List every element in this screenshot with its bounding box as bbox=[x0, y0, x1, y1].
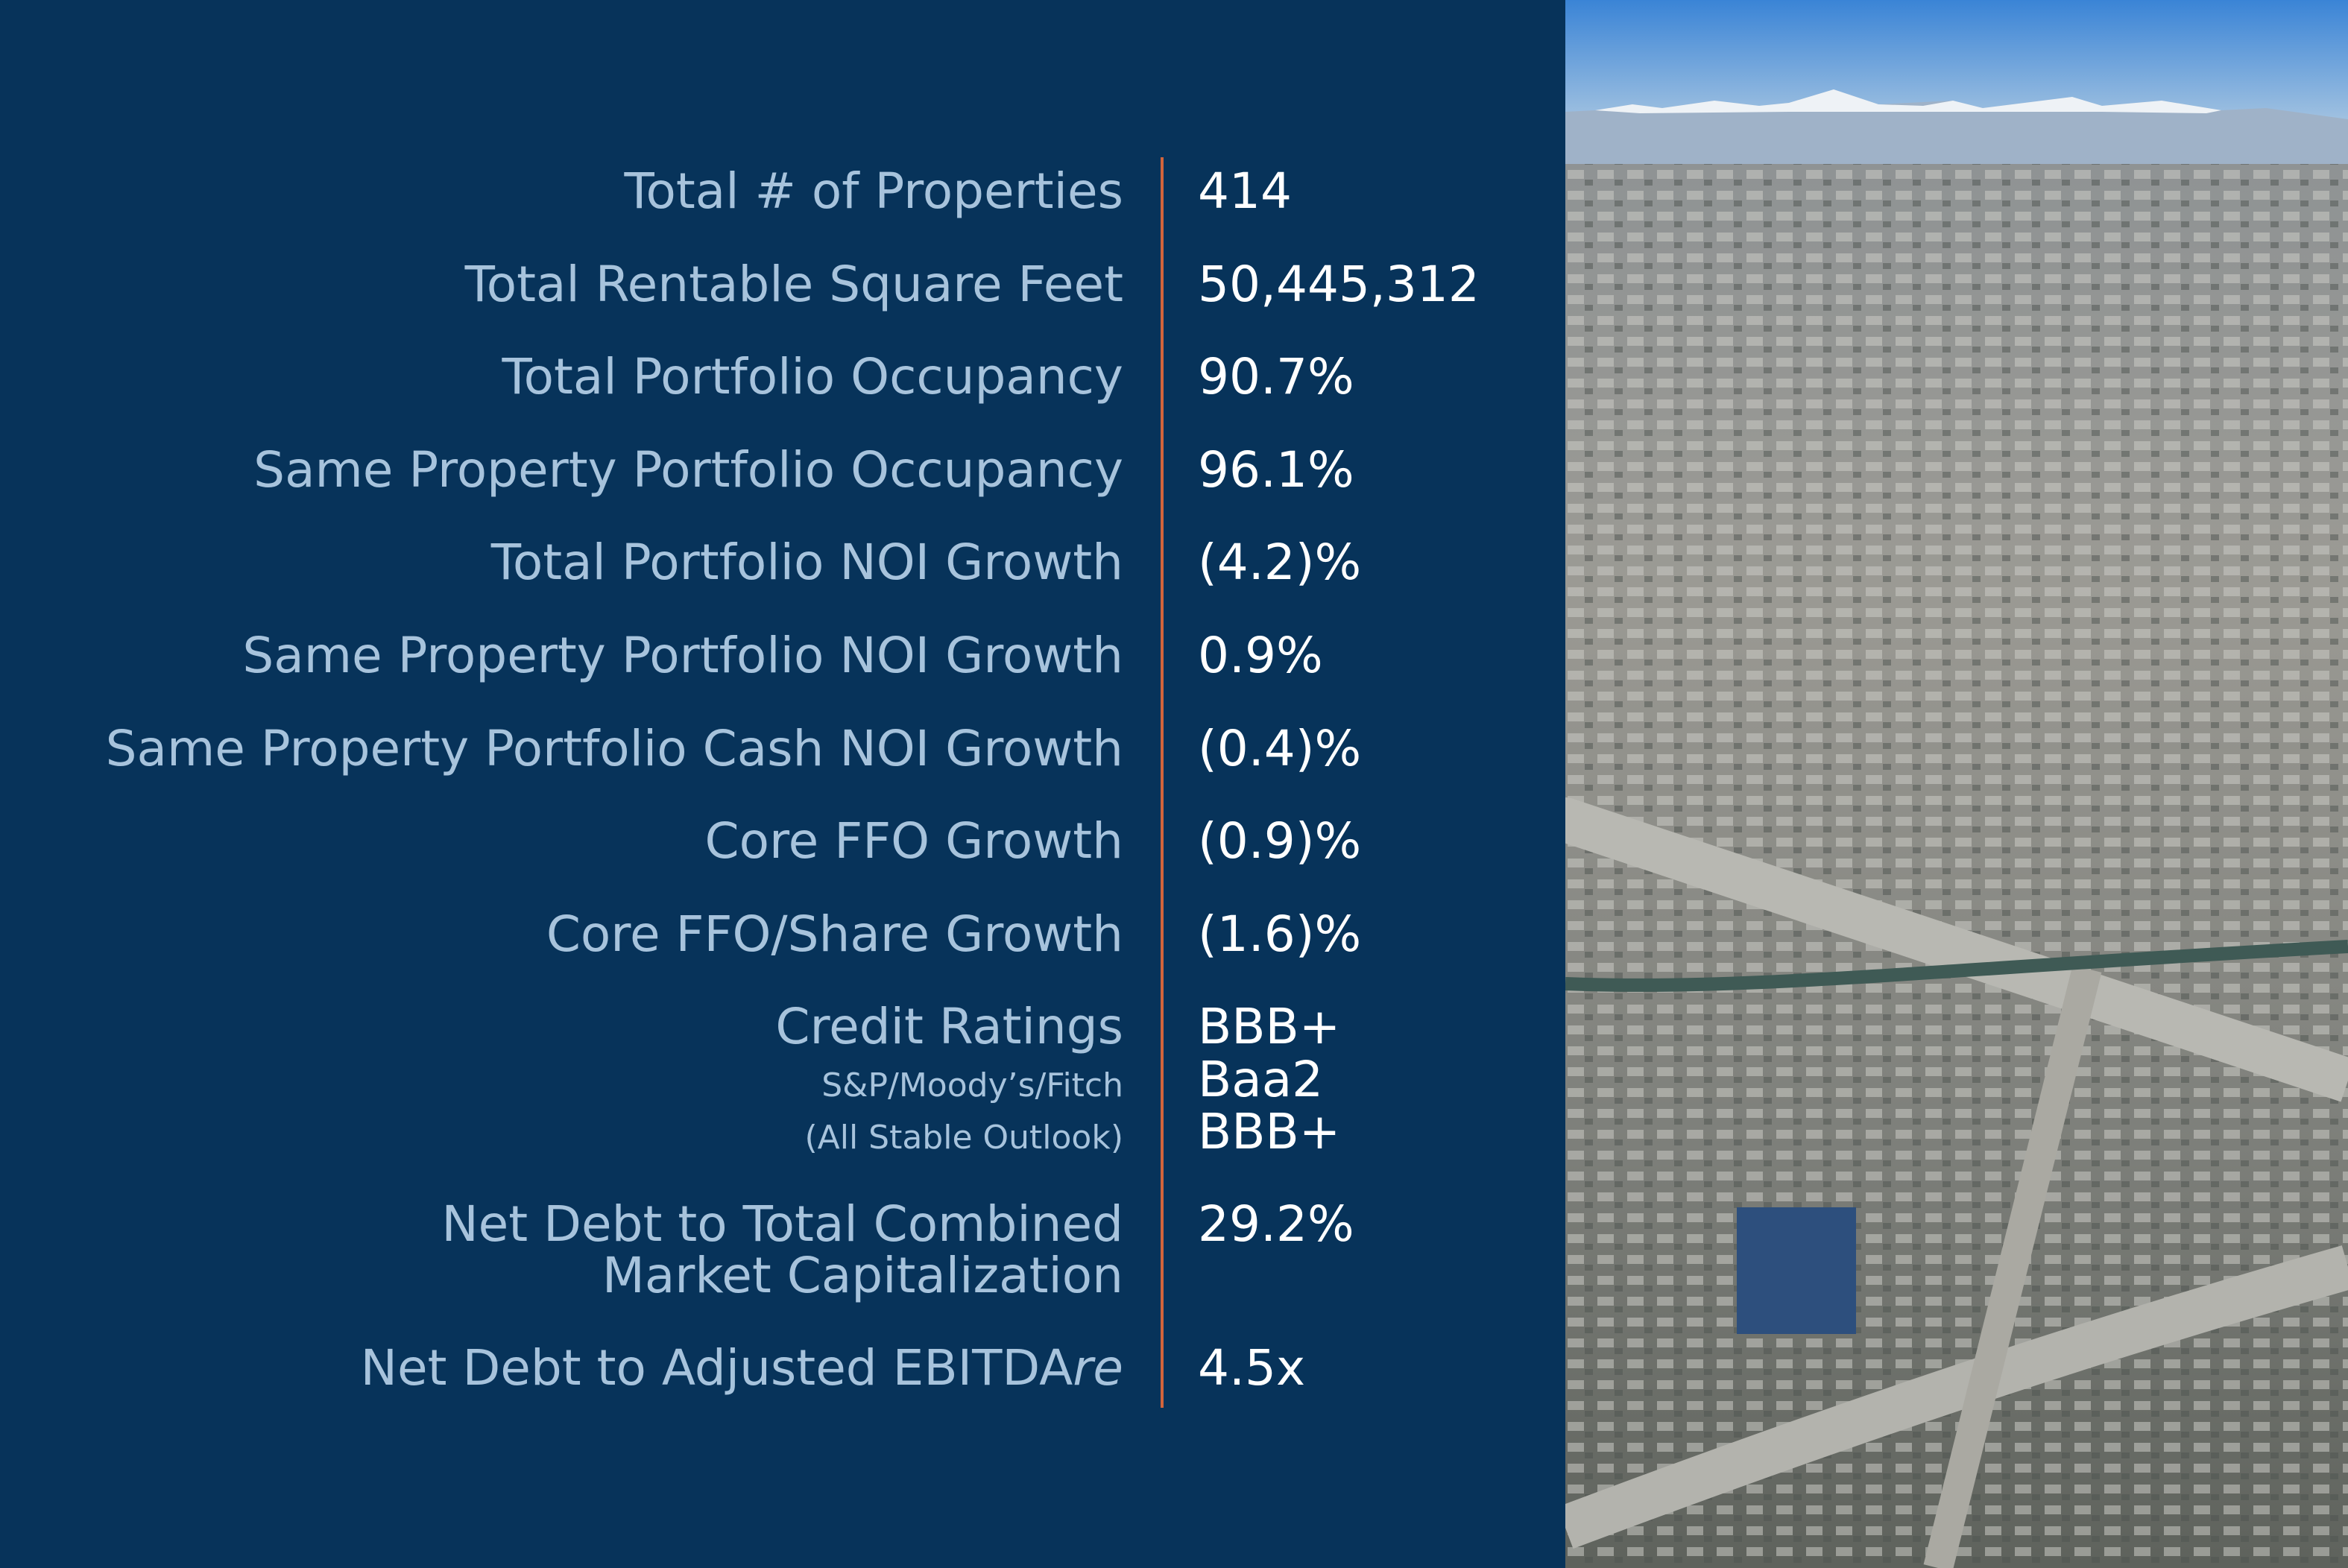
metric-note: (All Stable Outlook) bbox=[804, 1119, 1123, 1157]
metric-label: Net Debt to Total Combined bbox=[441, 1195, 1123, 1253]
office-tower bbox=[1737, 1207, 1856, 1334]
metric-value: 50,445,312 bbox=[1198, 255, 1480, 313]
metric-value: Baa2 bbox=[1198, 1051, 1324, 1108]
divider bbox=[1161, 157, 1164, 1408]
metric-value: 4.5x bbox=[1198, 1339, 1306, 1397]
metric-label: Total # of Properties bbox=[624, 162, 1123, 220]
metric-value: 96.1% bbox=[1198, 440, 1354, 499]
freeway bbox=[1565, 798, 2348, 1102]
metric-label: Total Portfolio Occupancy bbox=[502, 348, 1123, 406]
metric-label: Market Capitalization bbox=[602, 1247, 1123, 1304]
aerial-photo bbox=[1565, 0, 2348, 1568]
metric-label: Core FFO/Share Growth bbox=[546, 905, 1123, 963]
metric-label: Credit Ratings bbox=[775, 998, 1123, 1055]
metric-label: Total Rentable Square Feet bbox=[464, 255, 1123, 313]
metric-value: BBB+ bbox=[1198, 1103, 1341, 1160]
metric-label: Net Debt to Adjusted EBITDAre bbox=[361, 1344, 1123, 1393]
metric-value: (0.4)% bbox=[1198, 719, 1362, 777]
road bbox=[1923, 965, 2102, 1568]
metric-value: (4.2)% bbox=[1198, 534, 1362, 592]
metric-note: S&P/Moody’s/Fitch bbox=[821, 1066, 1123, 1104]
metric-value: (0.9)% bbox=[1198, 812, 1362, 870]
metric-value: 90.7% bbox=[1198, 348, 1354, 406]
snow bbox=[1595, 89, 2221, 113]
metric-label: Same Property Portfolio Cash NOI Growth bbox=[105, 719, 1123, 777]
metric-value: BBB+ bbox=[1198, 998, 1341, 1055]
metric-value: 0.9% bbox=[1198, 627, 1323, 684]
metric-value: (1.6)% bbox=[1198, 905, 1362, 963]
metrics-panel: Total # of Properties 414 Total Rentable S… bbox=[0, 0, 1565, 1568]
metric-value: 414 bbox=[1198, 162, 1292, 220]
river bbox=[1565, 940, 2348, 992]
metric-label: Same Property Portfolio Occupancy bbox=[253, 440, 1123, 499]
metric-value: 29.2% bbox=[1198, 1195, 1354, 1253]
metric-label: Total Portfolio NOI Growth bbox=[490, 534, 1123, 592]
metric-label: Same Property Portfolio NOI Growth bbox=[242, 627, 1123, 684]
metric-label: Core FFO Growth bbox=[704, 812, 1123, 870]
label-suffix: re bbox=[1073, 1339, 1123, 1397]
label-text: Net Debt to Adjusted EBITDA bbox=[360, 1339, 1073, 1397]
